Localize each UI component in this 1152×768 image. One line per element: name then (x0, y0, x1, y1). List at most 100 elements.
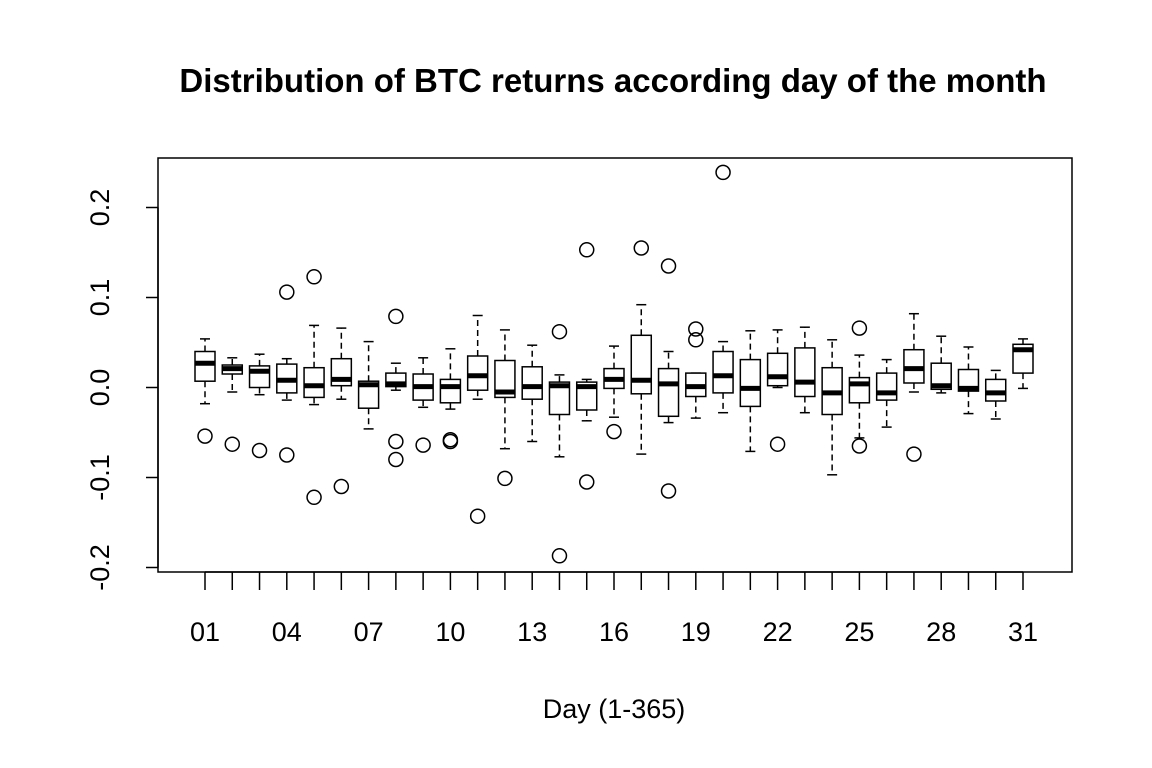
outlier-point (197, 428, 213, 444)
box-day-08 (385, 308, 407, 468)
outlier-point (469, 508, 486, 524)
outlier-point (415, 437, 431, 453)
y-tick-label: -0.2 (85, 544, 115, 591)
box-iqr (984, 378, 1007, 402)
box-day-06 (330, 327, 353, 495)
box-day-19 (685, 321, 707, 419)
x-tick-label: 07 (354, 617, 384, 647)
outlier-point (606, 423, 622, 440)
outlier-point (497, 470, 513, 487)
outlier-point (388, 451, 404, 468)
box-iqr (303, 366, 325, 399)
box-iqr (957, 368, 980, 392)
outlier-point (633, 240, 650, 256)
box-day-05 (303, 269, 325, 506)
box-day-22 (766, 329, 789, 452)
y-tick-label: 0.1 (85, 279, 115, 317)
box-iqr (875, 372, 898, 401)
outlier-point (688, 321, 704, 337)
box-iqr (630, 334, 653, 395)
box-iqr (794, 347, 816, 398)
outlier-point (769, 436, 786, 452)
box-iqr (521, 366, 543, 400)
box-day-18 (657, 258, 680, 499)
x-tick-label: 04 (272, 617, 302, 647)
x-tick-label: 22 (763, 617, 793, 647)
box-day-09 (412, 357, 434, 453)
box-day-03 (248, 353, 271, 459)
box-day-13 (521, 344, 543, 443)
box-iqr (712, 350, 734, 394)
y-tick-label: -0.1 (85, 454, 115, 501)
y-tick-label: 0.0 (85, 369, 115, 407)
box-iqr (194, 350, 216, 382)
outlier-point (333, 478, 350, 495)
outlier-point (715, 164, 731, 181)
x-axis: 01 04 07 10 13 16 19 22 25 28 31 (190, 571, 1038, 647)
outlier-point (279, 447, 295, 463)
box-day-24 (821, 339, 843, 476)
outlier-point (906, 446, 922, 462)
x-tick-label: 01 (190, 617, 220, 647)
outlier-point (851, 320, 868, 336)
box-day-23 (794, 326, 816, 414)
box-day-30 (984, 369, 1007, 420)
box-day-25 (848, 320, 871, 454)
x-tick-label: 13 (517, 617, 547, 647)
x-axis-label: Day (1-365) (543, 694, 686, 724)
outlier-point (388, 308, 404, 325)
outlier-point (578, 474, 595, 490)
box-day-26 (875, 358, 898, 428)
outlier-point (442, 433, 459, 450)
x-tick-label: 28 (926, 617, 956, 647)
box-iqr (494, 359, 516, 399)
outlier-point (660, 258, 677, 274)
outlier-point (551, 548, 568, 564)
box-day-31 (1012, 338, 1034, 390)
y-axis: -0.2 -0.1 0.0 0.1 0.2 (85, 189, 159, 591)
box-day-10 (439, 348, 462, 450)
box-day-16 (603, 345, 625, 440)
box-iqr (930, 362, 952, 391)
x-tick-label: 10 (435, 617, 465, 647)
box-day-07 (357, 340, 380, 430)
box-iqr (657, 367, 680, 418)
box-day-29 (957, 346, 980, 415)
box-iqr (466, 355, 489, 391)
outlier-point (688, 332, 704, 348)
box-iqr (548, 381, 571, 416)
box-iqr (357, 380, 380, 409)
box-day-20 (712, 164, 734, 414)
x-tick-label: 16 (599, 617, 629, 647)
box-day-01 (194, 338, 216, 444)
box-day-04 (276, 284, 298, 463)
outlier-point (224, 436, 241, 452)
outlier-point (306, 489, 322, 506)
box-day-21 (739, 330, 762, 453)
x-tick-label: 31 (1008, 617, 1038, 647)
box-iqr (848, 376, 871, 404)
box-iqr (766, 352, 789, 387)
box-day-27 (903, 312, 925, 462)
x-tick-label: 25 (844, 617, 874, 647)
box-day-11 (466, 314, 489, 524)
box-day-28 (930, 335, 952, 394)
chart-title: Distribution of BTC returns according da… (179, 62, 1046, 99)
y-tick-label: 0.2 (85, 189, 115, 227)
outlier-point (551, 323, 568, 340)
outlier-point (306, 269, 322, 285)
box-day-15 (575, 242, 598, 490)
box-day-12 (494, 329, 516, 487)
x-tick-label: 19 (681, 617, 711, 647)
outlier-point (251, 442, 268, 459)
outlier-point (851, 438, 868, 454)
outlier-point (279, 284, 295, 300)
outlier-point (660, 483, 677, 499)
box-day-02 (221, 357, 244, 452)
box-day-17 (630, 240, 653, 455)
box-day-14 (548, 323, 571, 564)
boxes (194, 164, 1034, 564)
outlier-point (388, 433, 404, 450)
box-iqr (439, 378, 462, 404)
